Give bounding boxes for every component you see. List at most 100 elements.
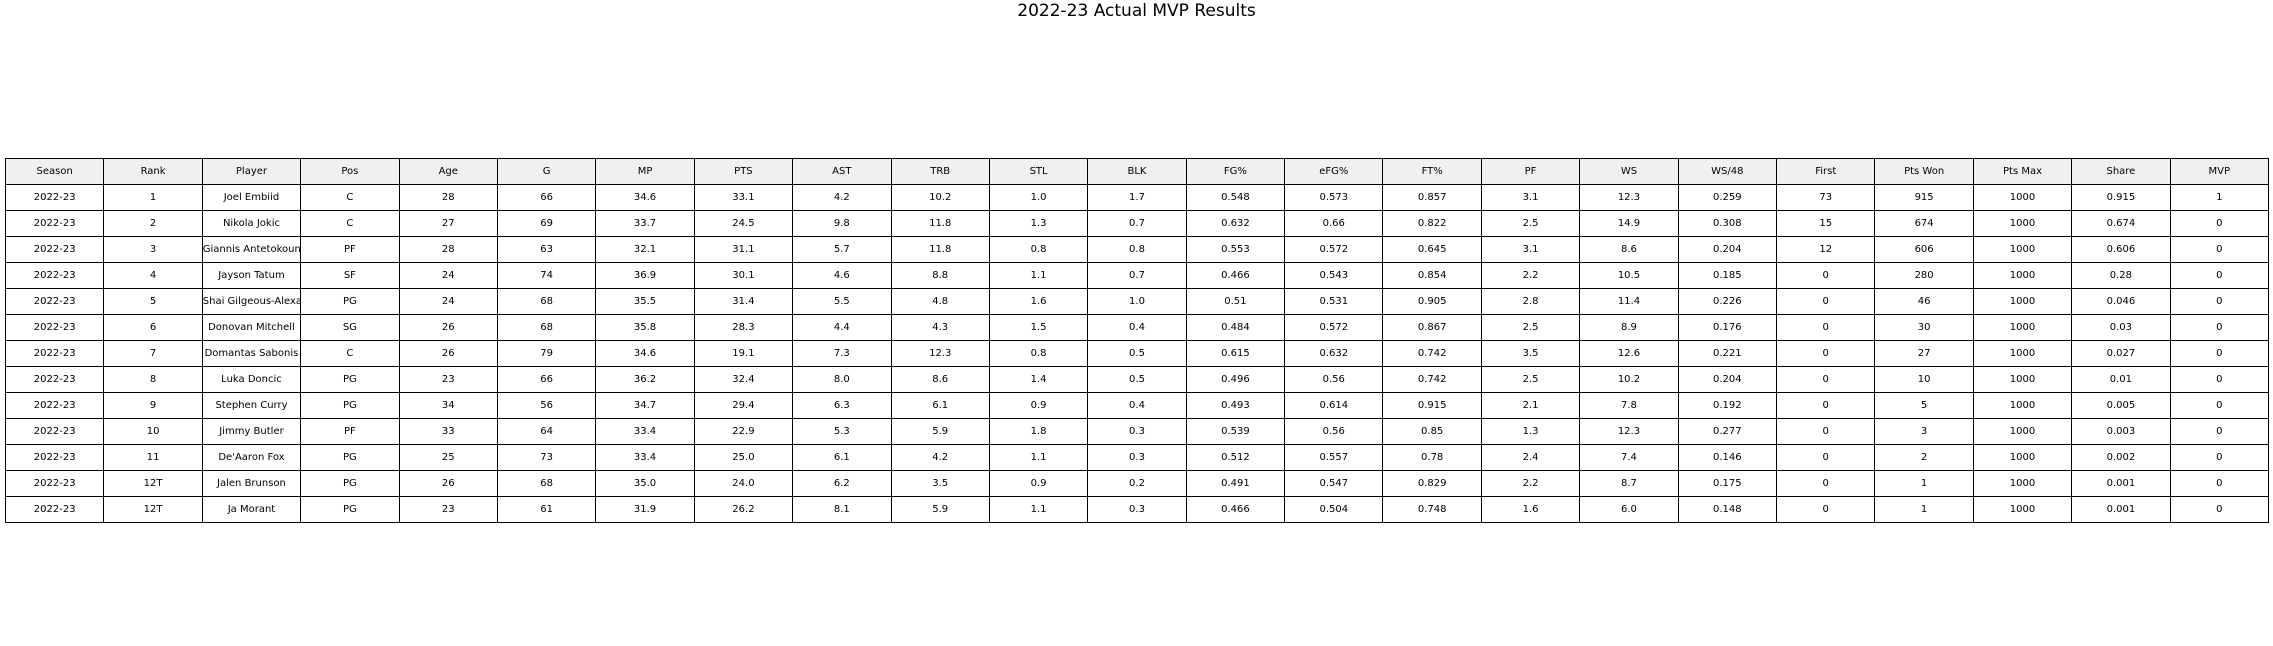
table-cell: 0.002 [2071,444,2171,471]
table-cell: 0.748 [1382,496,1482,523]
table-cell: 8.8 [890,262,990,289]
table-cell: 23 [398,366,498,393]
table-cell: 2.2 [1480,470,1581,497]
table-cell: 14.9 [1579,210,1679,237]
table-cell: 1.0 [988,184,1089,211]
table-cell: 0.504 [1284,496,1384,523]
column-header: Pts Max [1972,158,2073,185]
table-cell: 6.3 [792,392,892,419]
table-cell: 0.632 [1284,340,1384,367]
table-cell: 28 [398,236,498,263]
table-cell: Nikola Jokic [201,210,302,237]
table-cell: Joel Embiid [201,184,302,211]
table-cell: 12 [1776,236,1876,263]
table-cell: 2.5 [1480,210,1581,237]
column-header: G [496,158,597,185]
table-cell: 2022-23 [4,392,105,419]
table-cell: 33.1 [693,184,794,211]
table-cell: 0 [1776,444,1876,471]
table-cell: 26 [398,470,498,497]
table-cell: 24.5 [693,210,794,237]
table-cell: 1000 [1972,210,2073,237]
table-cell: 0.221 [1677,340,1778,367]
column-header: Pos [300,158,400,185]
table-cell: 22.9 [693,418,794,445]
table-cell: 9.8 [792,210,892,237]
table-cell: 2022-23 [4,262,105,289]
table-cell: 31.9 [595,496,695,523]
table-cell: 0.539 [1185,418,1286,445]
table-cell: 0.204 [1677,236,1778,263]
table-cell: 26 [398,314,498,341]
table-cell: 4.3 [890,314,990,341]
table-cell: 0.148 [1677,496,1778,523]
table-cell: 0.01 [2071,366,2171,393]
table-cell: 23 [398,496,498,523]
table-cell: 1.7 [1087,184,1187,211]
table-cell: 0.466 [1185,496,1286,523]
column-header: STL [988,158,1089,185]
table-cell: 1 [2169,184,2270,211]
table-cell: 0.496 [1185,366,1286,393]
table-cell: 8.7 [1579,470,1679,497]
table-cell: 2.2 [1480,262,1581,289]
table-row: 2022-23 4 Jayson Tatum SF 24 74 36.9 30.1 4.6 8.8… [4,262,2270,289]
table-cell: 1000 [1972,288,2073,315]
table-cell: 27 [1874,340,1974,367]
table-cell: 1.8 [988,418,1089,445]
table-cell: 8.6 [1579,236,1679,263]
table-cell: 0 [2169,392,2270,419]
table-cell: 79 [496,340,597,367]
table-cell: 2022-23 [4,366,105,393]
table-cell: 1.5 [988,314,1089,341]
column-header: PTS [693,158,794,185]
table-cell: 12.6 [1579,340,1679,367]
column-header: Pts Won [1874,158,1974,185]
table-cell: 4.4 [792,314,892,341]
table-cell: 7 [103,340,203,367]
table-cell: Jimmy Butler [201,418,302,445]
table-cell: 0.4 [1087,314,1187,341]
table-cell: 73 [496,444,597,471]
table-cell: 69 [496,210,597,237]
table-cell: 34 [398,392,498,419]
table-cell: 1.6 [1480,496,1581,523]
table-cell: 34.6 [595,340,695,367]
table-cell: 2 [103,210,203,237]
table-cell: 0 [1776,392,1876,419]
table-cell: 0.4 [1087,392,1187,419]
table-cell: 12T [103,470,203,497]
table-cell: 0 [2169,340,2270,367]
table-cell: PG [300,392,400,419]
column-header: FT% [1382,158,1482,185]
table-cell: 0.674 [2071,210,2171,237]
table-cell: 26 [398,340,498,367]
table-cell: Jayson Tatum [201,262,302,289]
table-row: 2022-23 9 Stephen Curry PG 34 56 34.7 29.4 6.3 6.… [4,392,2270,419]
table-cell: 2022-23 [4,418,105,445]
table-cell: 2.4 [1480,444,1581,471]
table-cell: 6.2 [792,470,892,497]
table-cell: 3 [103,236,203,263]
table-cell: 0 [1776,496,1876,523]
table-cell: 0.9 [988,392,1089,419]
table-cell: 32.1 [595,236,695,263]
table-cell: 0.573 [1284,184,1384,211]
table-cell: 0 [1776,470,1876,497]
table-cell: 0 [2169,314,2270,341]
table-cell: 0.28 [2071,262,2171,289]
table-cell: 12.3 [1579,418,1679,445]
table-cell: PG [300,288,400,315]
table-cell: SG [300,314,400,341]
table-cell: 0.615 [1185,340,1286,367]
table-cell: 74 [496,262,597,289]
table-cell: 1000 [1972,470,2073,497]
table-cell: 0.543 [1284,262,1384,289]
table-cell: C [300,184,400,211]
table-cell: 0.491 [1185,470,1286,497]
table-cell: 12T [103,496,203,523]
table-cell: 1000 [1972,314,2073,341]
column-header: Share [2071,158,2171,185]
table-cell: 8.6 [890,366,990,393]
table-cell: 0.204 [1677,366,1778,393]
